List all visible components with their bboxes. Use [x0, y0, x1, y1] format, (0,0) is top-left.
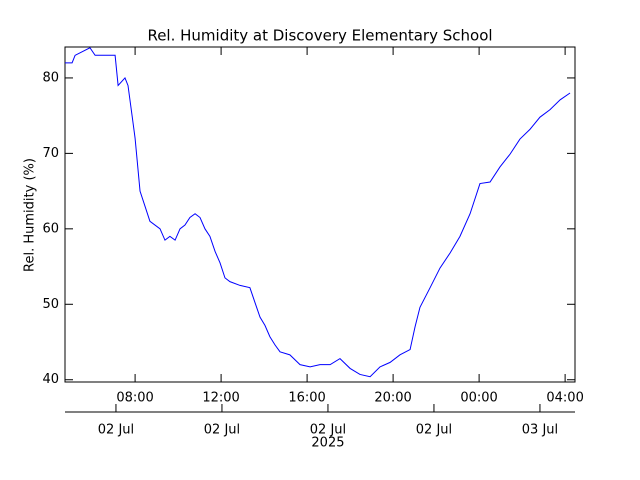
y-tick-label: 40: [42, 372, 59, 387]
y-axis-label: Rel. Humidity (%): [23, 158, 38, 272]
date-tick-label: 02 Jul: [204, 423, 240, 438]
y-tick-label: 80: [42, 70, 59, 85]
date-tick-label: 02 Jul: [98, 423, 134, 438]
x-tick-label: 12:00: [202, 391, 239, 406]
chart-title: Rel. Humidity at Discovery Elementary Sc…: [147, 27, 492, 45]
x-tick-label: 20:00: [374, 391, 411, 406]
x-tick-label: 04:00: [546, 391, 583, 406]
x-tick-label: 00:00: [460, 391, 497, 406]
x-tick-label: 08:00: [116, 391, 153, 406]
date-tick-label: 03 Jul: [522, 423, 558, 438]
x-tick-label: 16:00: [288, 391, 325, 406]
y-tick-label: 70: [42, 146, 59, 161]
date-axis-year: 2025: [311, 436, 344, 451]
date-tick-label: 02 Jul: [416, 423, 452, 438]
date-tick-label: 02 Jul: [310, 423, 346, 438]
plot-frame: [64, 46, 576, 383]
y-tick-label: 50: [42, 297, 59, 312]
y-tick-label: 60: [42, 221, 59, 236]
data-line: [65, 47, 571, 378]
